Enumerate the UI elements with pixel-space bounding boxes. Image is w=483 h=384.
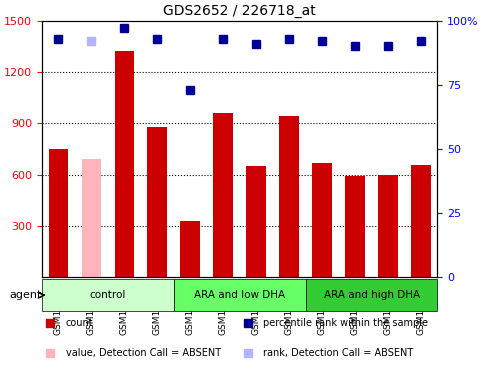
Bar xyxy=(82,159,101,277)
Bar xyxy=(411,165,431,277)
Bar xyxy=(49,149,69,277)
Text: rank, Detection Call = ABSENT: rank, Detection Call = ABSENT xyxy=(264,348,414,358)
Text: ARA and low DHA: ARA and low DHA xyxy=(194,290,285,300)
Bar xyxy=(181,221,200,277)
Text: value, Detection Call = ABSENT: value, Detection Call = ABSENT xyxy=(66,348,221,358)
Bar xyxy=(279,116,299,277)
Title: GDS2652 / 226718_at: GDS2652 / 226718_at xyxy=(163,4,316,18)
Text: agent: agent xyxy=(10,290,42,300)
Text: count: count xyxy=(66,318,93,328)
FancyBboxPatch shape xyxy=(174,279,306,311)
Bar xyxy=(147,127,167,277)
Text: ARA and high DHA: ARA and high DHA xyxy=(324,290,420,300)
Bar xyxy=(246,166,266,277)
Text: control: control xyxy=(90,290,126,300)
Bar xyxy=(345,176,365,277)
FancyBboxPatch shape xyxy=(306,279,438,311)
Text: percentile rank within the sample: percentile rank within the sample xyxy=(264,318,428,328)
Bar xyxy=(213,113,233,277)
Bar xyxy=(378,175,398,277)
Bar xyxy=(114,51,134,277)
Bar xyxy=(312,162,332,277)
FancyBboxPatch shape xyxy=(42,279,174,311)
